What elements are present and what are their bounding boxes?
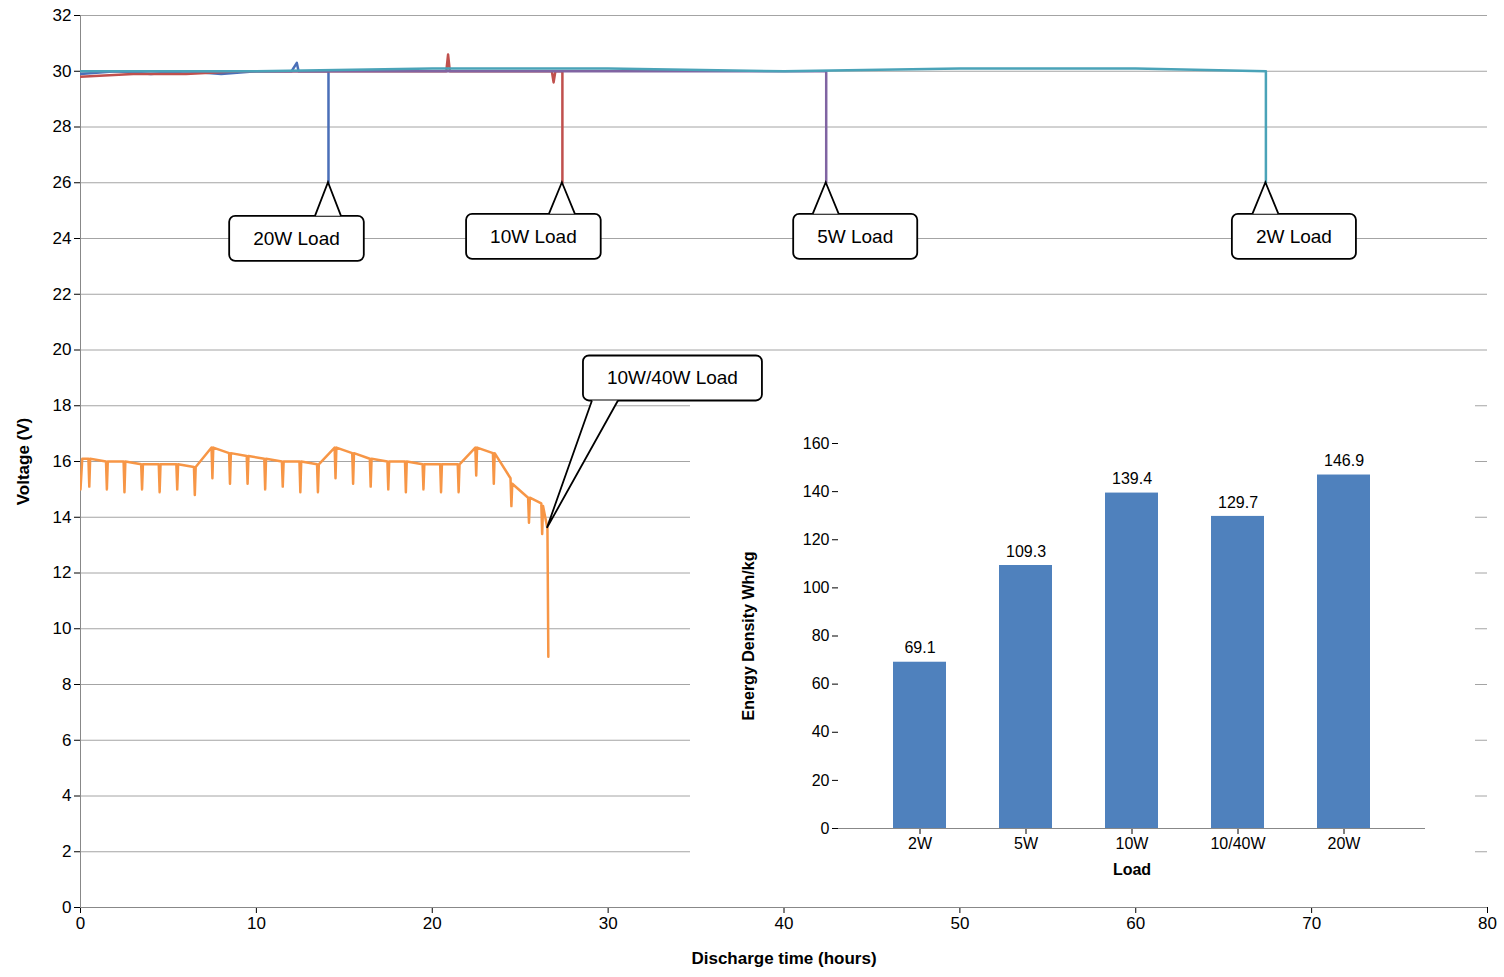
svg-text:20: 20 (53, 340, 72, 359)
svg-text:22: 22 (53, 285, 72, 304)
svg-text:Voltage (V): Voltage (V) (14, 418, 33, 506)
svg-text:12: 12 (53, 563, 72, 582)
svg-text:18: 18 (53, 396, 72, 415)
svg-text:30: 30 (53, 62, 72, 81)
svg-text:40: 40 (775, 914, 794, 933)
svg-text:80: 80 (1478, 914, 1497, 933)
svg-text:6: 6 (62, 731, 71, 750)
svg-text:Energy Density Wh/kg: Energy Density Wh/kg (740, 552, 757, 721)
svg-text:Discharge time (hours): Discharge time (hours) (691, 949, 876, 968)
svg-text:10W/40W Load: 10W/40W Load (607, 367, 738, 388)
svg-text:26: 26 (53, 173, 72, 192)
svg-text:109.3: 109.3 (1006, 543, 1046, 560)
svg-text:129.7: 129.7 (1218, 494, 1258, 511)
svg-text:2W: 2W (908, 835, 933, 852)
svg-text:70: 70 (1302, 914, 1321, 933)
svg-text:2: 2 (62, 842, 71, 861)
svg-text:50: 50 (950, 914, 969, 933)
svg-text:20: 20 (423, 914, 442, 933)
svg-text:2W Load: 2W Load (1256, 226, 1332, 247)
svg-text:160: 160 (803, 435, 830, 452)
svg-text:28: 28 (53, 117, 72, 136)
svg-text:69.1: 69.1 (904, 639, 935, 656)
svg-text:0: 0 (821, 820, 830, 837)
svg-text:14: 14 (53, 508, 72, 527)
svg-text:4: 4 (62, 786, 71, 805)
svg-text:60: 60 (1126, 914, 1145, 933)
svg-text:80: 80 (812, 627, 830, 644)
svg-text:16: 16 (53, 452, 72, 471)
svg-text:10W Load: 10W Load (490, 226, 577, 247)
svg-text:20W: 20W (1328, 835, 1362, 852)
svg-text:32: 32 (53, 6, 72, 25)
svg-text:10W: 10W (1116, 835, 1150, 852)
svg-text:60: 60 (812, 675, 830, 692)
svg-text:10: 10 (53, 619, 72, 638)
svg-text:140: 140 (803, 483, 830, 500)
svg-text:100: 100 (803, 579, 830, 596)
svg-text:20W Load: 20W Load (253, 228, 340, 249)
svg-text:5W Load: 5W Load (817, 226, 893, 247)
svg-text:139.4: 139.4 (1112, 470, 1152, 487)
svg-text:10/40W: 10/40W (1210, 835, 1266, 852)
svg-text:0: 0 (76, 914, 85, 933)
svg-text:5W: 5W (1014, 835, 1039, 852)
svg-text:Load: Load (1113, 861, 1151, 878)
svg-text:30: 30 (599, 914, 618, 933)
svg-text:40: 40 (812, 723, 830, 740)
svg-text:8: 8 (62, 675, 71, 694)
svg-text:20: 20 (812, 771, 830, 788)
svg-text:120: 120 (803, 531, 830, 548)
svg-text:24: 24 (53, 229, 72, 248)
svg-text:0: 0 (62, 898, 71, 917)
svg-text:146.9: 146.9 (1324, 452, 1364, 469)
svg-text:10: 10 (247, 914, 266, 933)
